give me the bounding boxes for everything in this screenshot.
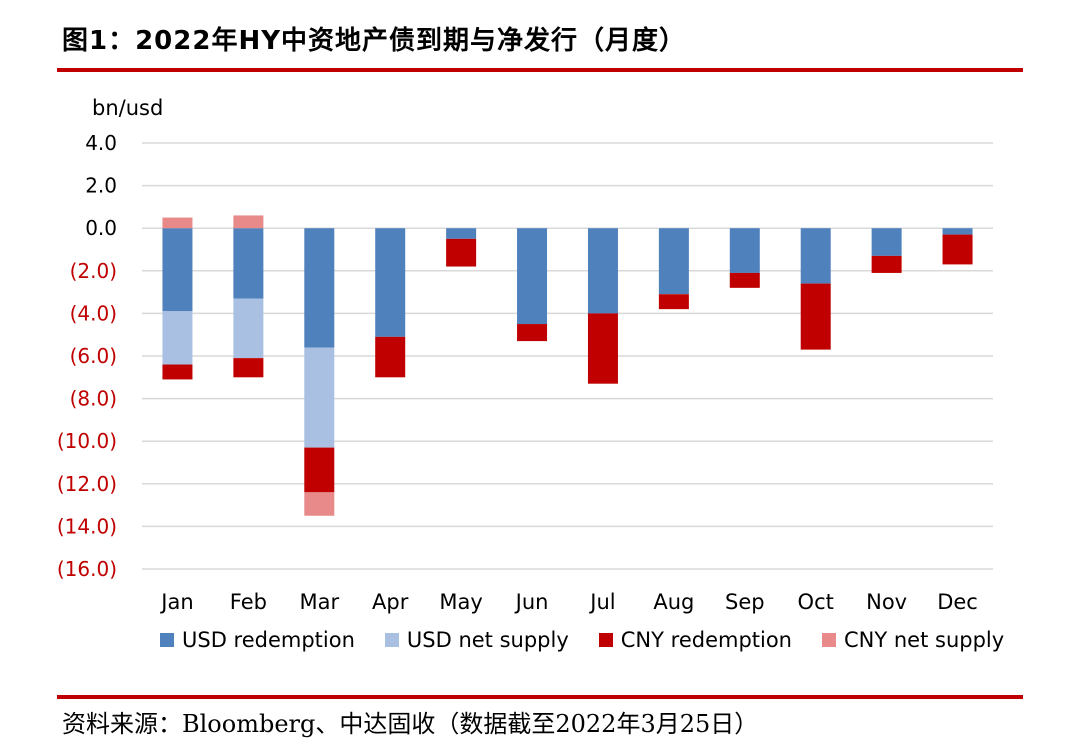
y-tick-label: (8.0) (70, 387, 117, 411)
y-tick-label: (4.0) (70, 301, 117, 325)
x-tick-label: May (439, 590, 482, 614)
bar-cny-redemption (587, 313, 618, 384)
bar-usd-redemption (587, 228, 618, 314)
bar-cny-redemption (800, 283, 831, 350)
legend-label-cny-net-supply: CNY net supply (844, 628, 1005, 652)
bar-usd-redemption (375, 228, 406, 337)
bar-cny-redemption (871, 255, 902, 273)
bar-usd-net-supply (233, 298, 264, 359)
bar-cny-redemption (729, 272, 760, 288)
bar-cny-redemption (233, 358, 264, 378)
bar-cny-redemption (446, 238, 477, 267)
legend-swatch-cny-net-supply (822, 633, 836, 647)
x-tick-label: Jun (514, 590, 549, 614)
source-note: 资料来源：Bloomberg、中达固收（数据截至2022年3月25日） (62, 710, 759, 738)
chart-title: 图1：2022年HY中资地产债到期与净发行（月度） (62, 26, 687, 56)
y-tick-label: (6.0) (70, 344, 117, 368)
x-tick-label: Feb (230, 590, 267, 614)
y-tick-label: 4.0 (85, 131, 117, 155)
x-tick-label: Apr (372, 590, 409, 614)
legend-item-usd-net-supply: USD net supply (384, 628, 569, 652)
legend-item-cny-net-supply: CNY net supply (822, 628, 1004, 652)
x-tick-label: Dec (937, 590, 978, 614)
x-tick-label: Sep (725, 590, 765, 614)
y-tick-label: (12.0) (57, 472, 117, 496)
y-tick-label: 0.0 (85, 216, 117, 240)
legend-label-cny-redemption: CNY redemption (620, 628, 792, 652)
bar-usd-redemption (871, 228, 902, 256)
bar-usd-redemption (304, 228, 335, 348)
top-divider (57, 68, 1023, 72)
y-tick-label: (2.0) (70, 259, 117, 283)
bar-usd-redemption (942, 228, 973, 235)
y-axis-label: bn/usd (92, 96, 163, 120)
x-tick-label: Jan (159, 590, 193, 614)
bar-cny-net-supply (162, 217, 193, 229)
y-tick-label: (14.0) (57, 514, 117, 538)
legend-label-usd-net-supply: USD net supply (406, 628, 569, 652)
bar-usd-redemption (658, 228, 689, 295)
bar-usd-net-supply (162, 311, 193, 365)
bar-cny-redemption (304, 447, 335, 493)
chart-legend: USD redemption USD net supply CNY redemp… (160, 628, 1004, 652)
x-tick-label: Aug (653, 590, 694, 614)
bar-usd-redemption (162, 228, 193, 312)
x-tick-label: Oct (798, 590, 834, 614)
bar-cny-redemption (375, 336, 406, 378)
legend-item-cny-redemption: CNY redemption (598, 628, 792, 652)
legend-swatch-cny-redemption (598, 633, 613, 647)
x-tick-label: Nov (866, 590, 907, 614)
y-tick-label: (10.0) (57, 429, 117, 453)
x-tick-label: Mar (299, 590, 339, 614)
bar-usd-redemption (446, 228, 477, 239)
legend-swatch-usd-net-supply (384, 633, 399, 647)
y-tick-label: 2.0 (85, 174, 117, 198)
bar-usd-redemption (233, 228, 264, 299)
legend-swatch-usd-redemption (160, 633, 174, 647)
x-tick-label: Jul (588, 590, 615, 614)
bottom-divider (57, 695, 1023, 699)
bar-usd-redemption (800, 228, 831, 284)
y-tick-label: (16.0) (57, 557, 117, 581)
bar-cny-net-supply (304, 492, 335, 516)
bar-usd-net-supply (304, 347, 335, 448)
bar-cny-redemption (517, 324, 548, 342)
bar-cny-net-supply (233, 215, 264, 229)
bar-cny-redemption (658, 294, 689, 310)
bar-usd-redemption (729, 228, 760, 273)
legend-label-usd-redemption: USD redemption (182, 628, 355, 652)
bar-cny-redemption (942, 234, 973, 265)
legend-item-usd-redemption: USD redemption (160, 628, 355, 652)
bar-cny-redemption (162, 364, 193, 380)
bar-usd-redemption (517, 228, 548, 325)
